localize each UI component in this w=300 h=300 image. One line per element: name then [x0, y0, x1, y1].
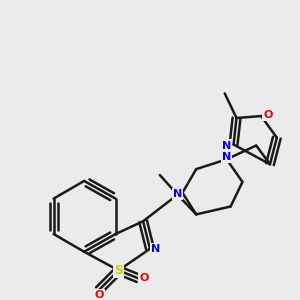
Text: N: N	[151, 244, 160, 254]
Text: S: S	[114, 264, 123, 277]
Text: N: N	[222, 140, 231, 151]
Text: O: O	[94, 290, 104, 300]
Text: N: N	[173, 189, 182, 199]
Text: O: O	[140, 273, 149, 283]
Text: N: N	[222, 152, 231, 162]
Text: O: O	[263, 110, 273, 120]
